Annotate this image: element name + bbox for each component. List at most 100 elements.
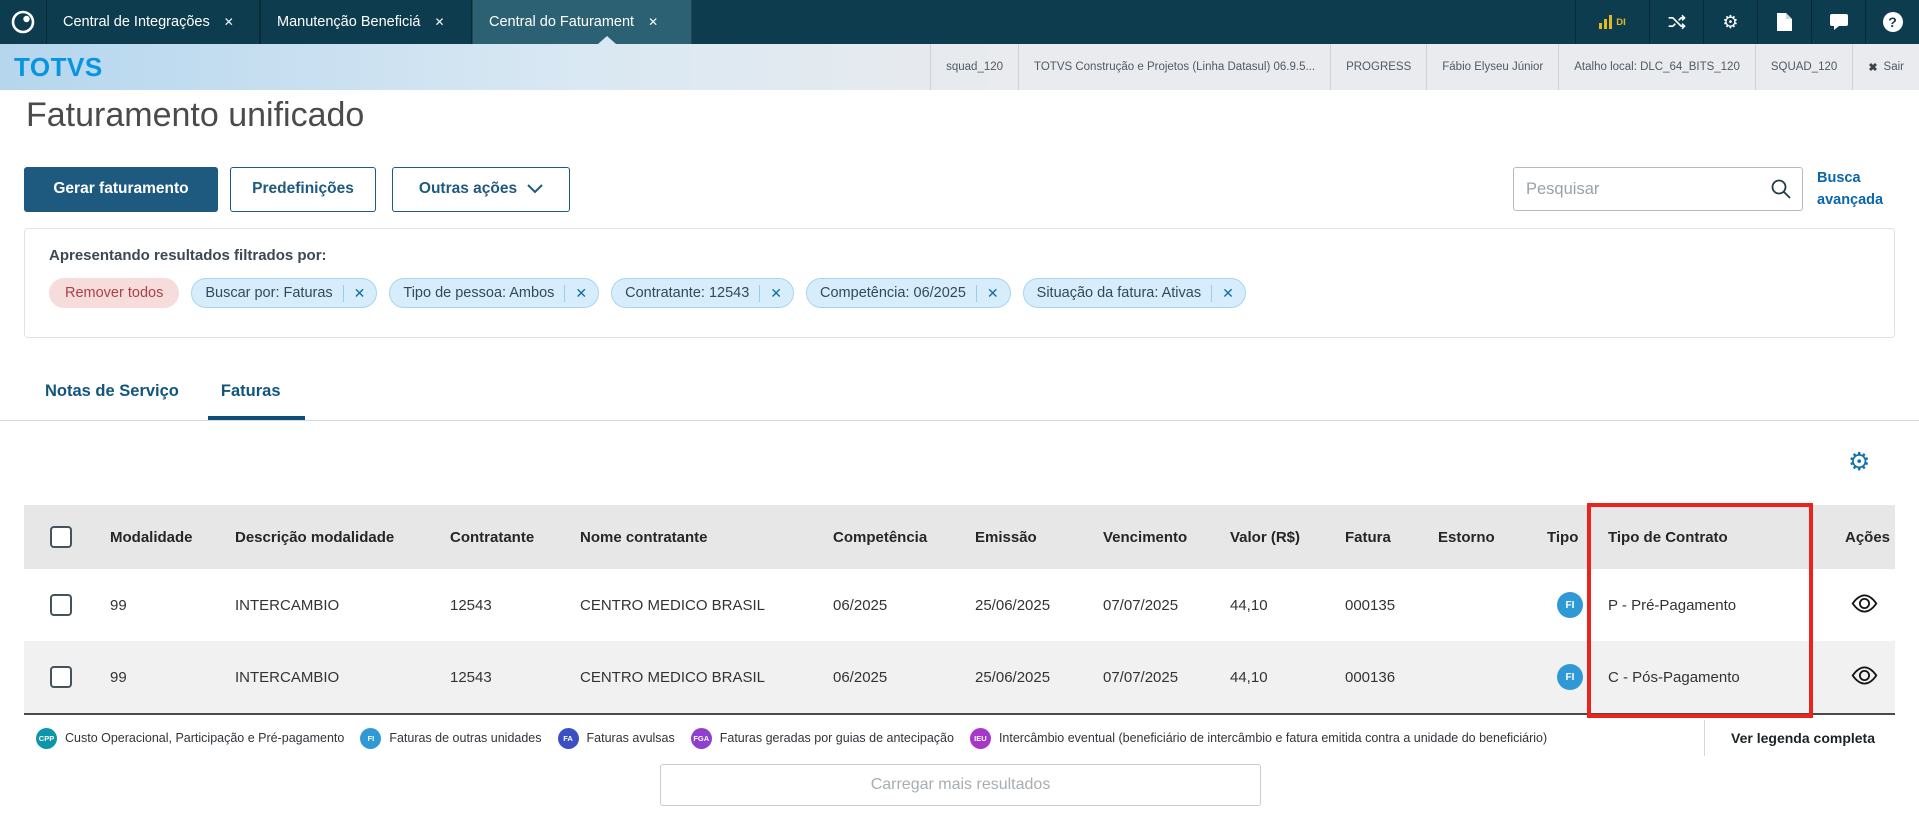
di-label: DI: [1616, 16, 1626, 28]
legend-label: Faturas de outras unidades: [389, 731, 542, 745]
close-icon[interactable]: ✕: [1211, 284, 1234, 302]
fi-badge-icon: FI: [360, 727, 382, 749]
logout-button[interactable]: ✖ Sair: [1852, 44, 1919, 90]
di-monitor-icon[interactable]: DI: [1575, 0, 1649, 44]
gear-icon[interactable]: ⚙: [1703, 0, 1757, 44]
chip-label: Tipo de pessoa: Ambos: [403, 285, 555, 301]
filter-chips-row: Remover todos Buscar por: Faturas ✕ Tipo…: [49, 278, 1894, 308]
col-acoes: Ações: [1835, 505, 1895, 569]
bar-chart-icon: [1599, 15, 1613, 29]
full-legend-link[interactable]: Ver legenda completa: [1704, 720, 1895, 756]
totvs-logo-icon[interactable]: [0, 0, 46, 44]
col-tipo-de-contrato: Tipo de Contrato: [1598, 505, 1835, 569]
row-checkbox[interactable]: [50, 666, 72, 688]
filter-chip-competencia[interactable]: Competência: 06/2025 ✕: [806, 278, 1011, 308]
env-shortcut: Atalho local: DLC_64_BITS_120: [1558, 44, 1755, 90]
presets-button[interactable]: Predefinições: [230, 166, 376, 212]
brand-bar: TOTVS squad_120 TOTVS Construção e Proje…: [0, 44, 1919, 90]
document-icon[interactable]: [1757, 0, 1811, 44]
environment-info-list: squad_120 TOTVS Construção e Projetos (L…: [930, 44, 1919, 90]
tab-faturas-active[interactable]: Faturas: [220, 382, 281, 400]
cell-emissao: 25/06/2025: [975, 596, 1051, 614]
chip-label: Contratante: 12543: [625, 285, 750, 301]
close-icon[interactable]: ✕: [759, 284, 782, 302]
col-modalidade: Modalidade: [100, 505, 225, 569]
chip-label: Situação da fatura: Ativas: [1036, 285, 1202, 301]
tipo-fi-badge[interactable]: FI: [1557, 664, 1583, 690]
filter-chip-tipo-pessoa[interactable]: Tipo de pessoa: Ambos ✕: [389, 278, 600, 308]
cell-valor: 44,10: [1230, 596, 1268, 614]
tab-notas-de-servico[interactable]: Notas de Serviço: [45, 382, 179, 400]
generate-billing-button[interactable]: Gerar faturamento: [24, 166, 218, 212]
env-squad2: SQUAD_120: [1754, 44, 1852, 90]
cell-descricao: INTERCAMBIO: [235, 596, 340, 614]
col-nome-contratante: Nome contratante: [570, 505, 823, 569]
cell-estorno: [1428, 569, 1537, 641]
table-row[interactable]: 99 INTERCAMBIO 12543 CENTRO MEDICO BRASI…: [24, 569, 1895, 641]
help-icon[interactable]: ?: [1865, 0, 1919, 44]
close-icon[interactable]: ✕: [434, 15, 445, 29]
table-settings-gear-icon[interactable]: ⚙: [1848, 448, 1871, 476]
col-valor: Valor (R$): [1220, 505, 1335, 569]
cell-nome-contratante: CENTRO MEDICO BRASIL: [570, 641, 823, 713]
cell-fatura: 000136: [1335, 641, 1428, 713]
shuffle-icon[interactable]: [1649, 0, 1703, 44]
tab-label: Central do Faturament: [489, 14, 635, 30]
chip-label: Competência: 06/2025: [820, 285, 966, 301]
legend-label: Faturas geradas por guias de antecipação: [719, 731, 954, 745]
cell-competencia: 06/2025: [823, 641, 965, 713]
more-actions-button[interactable]: Outras ações: [392, 166, 570, 212]
search-icon[interactable]: [1769, 177, 1793, 201]
advanced-search-link[interactable]: Busca avançada: [1817, 167, 1895, 212]
cell-tipo-contrato: C - Pós-Pagamento: [1598, 641, 1835, 713]
col-estorno: Estorno: [1428, 505, 1537, 569]
search-wrap: [1513, 167, 1803, 211]
page-title: Faturamento unificado: [26, 96, 365, 134]
filter-panel: Apresentando resultados filtrados por: R…: [24, 228, 1895, 338]
browser-tab-central-faturamento-active[interactable]: Central do Faturament ✕: [472, 0, 692, 44]
col-competencia: Competência: [823, 505, 965, 569]
top-tab-bar: Central de Integrações ✕ Manutenção Bene…: [0, 0, 1919, 44]
legend-item-cpp: CPP Custo Operacional, Participação e Pr…: [36, 727, 344, 749]
browser-tab-manutencao-beneficiario[interactable]: Manutenção Beneficiá ✕: [260, 0, 472, 44]
close-icon[interactable]: ✕: [975, 284, 999, 302]
chevron-down-icon: [527, 184, 543, 194]
cell-contratante: 12543: [440, 641, 570, 713]
fa-badge-icon: FA: [557, 727, 579, 749]
close-icon[interactable]: ✕: [342, 284, 365, 302]
ieu-badge-icon: IEU: [969, 727, 991, 749]
tabs-divider: [0, 420, 1919, 421]
topbar-icon-group: DI ⚙ ?: [1575, 0, 1919, 44]
browser-tab-central-integracoes[interactable]: Central de Integrações ✕: [46, 0, 260, 44]
close-icon[interactable]: ✕: [564, 284, 587, 302]
col-descricao-modalidade: Descrição modalidade: [225, 505, 440, 569]
filter-chip-buscar-por[interactable]: Buscar por: Faturas ✕: [191, 278, 378, 308]
close-icon[interactable]: ✕: [648, 15, 659, 29]
cell-valor: 44,10: [1220, 641, 1335, 713]
cell-modalidade: 99: [110, 596, 127, 614]
load-more-button[interactable]: Carregar mais resultados: [660, 764, 1261, 806]
tipo-fi-badge[interactable]: FI: [1557, 592, 1583, 618]
search-input[interactable]: [1513, 167, 1803, 211]
logout-label: Sair: [1883, 61, 1904, 73]
filter-chip-contratante[interactable]: Contratante: 12543 ✕: [611, 278, 795, 308]
table-row[interactable]: 99 INTERCAMBIO 12543 CENTRO MEDICO BRASI…: [24, 641, 1895, 713]
cell-descricao: INTERCAMBIO: [225, 641, 440, 713]
cell-modalidade: 99: [100, 641, 225, 713]
remove-all-filters-chip[interactable]: Remover todos: [49, 278, 180, 308]
select-all-checkbox[interactable]: [50, 526, 72, 548]
col-fatura: Fatura: [1335, 505, 1428, 569]
filter-chip-situacao-fatura[interactable]: Situação da fatura: Ativas ✕: [1022, 278, 1246, 308]
close-icon[interactable]: ✕: [223, 15, 234, 29]
row-checkbox[interactable]: [50, 594, 72, 616]
view-details-eye-icon[interactable]: [1851, 662, 1878, 689]
invoices-table: Modalidade Descrição modalidade Contrata…: [24, 505, 1895, 713]
active-tab-pointer: [598, 36, 616, 44]
cpp-badge-icon: CPP: [36, 727, 57, 749]
view-details-eye-icon[interactable]: [1851, 590, 1878, 617]
env-user: Fábio Elyseu Júnior: [1426, 44, 1558, 90]
cell-nome-contratante: CENTRO MEDICO BRASIL: [580, 596, 766, 614]
table-header-row: Modalidade Descrição modalidade Contrata…: [24, 505, 1895, 569]
legend-divider: [24, 713, 1895, 715]
chat-icon[interactable]: [1811, 0, 1865, 44]
